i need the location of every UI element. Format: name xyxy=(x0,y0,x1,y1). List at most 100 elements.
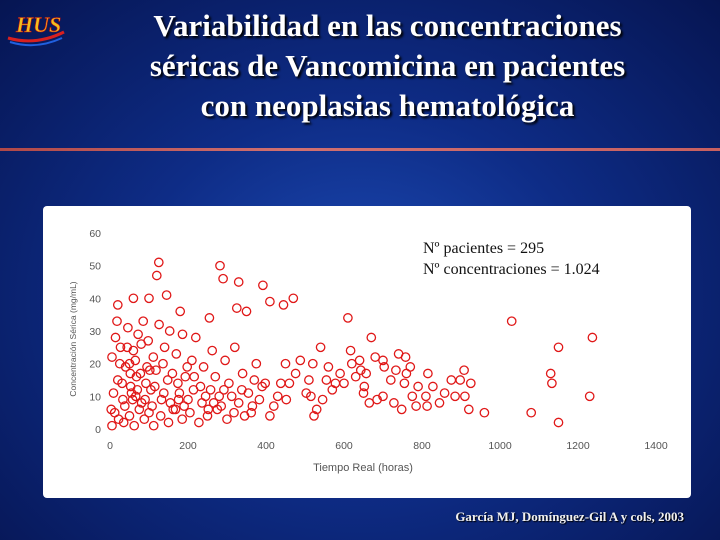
x-tick-label: 200 xyxy=(179,440,197,452)
data-point xyxy=(355,365,366,376)
data-point xyxy=(126,388,137,398)
data-point xyxy=(117,378,127,389)
data-point xyxy=(321,375,332,385)
data-point xyxy=(198,362,209,372)
y-tick-label: 0 xyxy=(95,424,101,436)
data-point xyxy=(372,394,382,405)
data-point xyxy=(315,342,326,353)
data-point xyxy=(202,411,213,421)
x-tick-label: 800 xyxy=(413,440,431,452)
data-point xyxy=(147,401,157,411)
data-point xyxy=(128,293,139,304)
data-point xyxy=(224,378,234,389)
data-point xyxy=(463,404,474,415)
data-point xyxy=(171,349,182,359)
data-point xyxy=(177,414,188,425)
x-tick-label: 600 xyxy=(335,440,353,452)
data-point xyxy=(188,384,199,395)
data-point xyxy=(249,375,260,385)
data-point xyxy=(177,329,188,340)
data-point xyxy=(400,352,411,362)
data-point xyxy=(547,378,557,389)
data-point xyxy=(159,342,170,353)
y-tick-label: 40 xyxy=(89,293,101,305)
data-point xyxy=(364,398,375,408)
data-point xyxy=(280,358,291,369)
data-point xyxy=(167,368,178,379)
data-point xyxy=(151,365,161,376)
data-point xyxy=(136,339,147,349)
data-point xyxy=(124,358,135,369)
data-point xyxy=(407,391,418,402)
data-point xyxy=(134,404,145,415)
data-point xyxy=(339,378,349,389)
title-line-2: séricas de Vancomicina en pacientes xyxy=(149,48,626,83)
data-point xyxy=(151,270,162,281)
x-tick-label: 0 xyxy=(107,440,113,452)
data-point xyxy=(231,303,242,313)
data-point xyxy=(162,375,173,385)
x-tick-label: 1200 xyxy=(566,440,590,452)
chart-annotation: Nº pacientes = 295 Nº concentraciones = … xyxy=(423,238,600,280)
data-point xyxy=(290,368,301,379)
data-point xyxy=(553,417,564,428)
data-point xyxy=(127,394,138,405)
data-point xyxy=(366,332,377,343)
data-point xyxy=(327,384,338,395)
data-point xyxy=(118,394,128,405)
data-point xyxy=(148,352,159,362)
data-point xyxy=(422,401,432,411)
data-point xyxy=(295,355,306,366)
data-point xyxy=(204,313,215,323)
data-point xyxy=(205,384,216,395)
data-point xyxy=(118,417,129,428)
data-point xyxy=(222,414,232,425)
data-point xyxy=(129,420,140,431)
data-point xyxy=(148,420,159,431)
data-point xyxy=(237,368,248,379)
data-point xyxy=(158,388,169,398)
data-point xyxy=(179,401,189,411)
data-point xyxy=(132,384,143,395)
data-point xyxy=(208,398,219,408)
y-tick-label: 50 xyxy=(89,261,101,273)
data-point xyxy=(428,381,438,392)
data-point xyxy=(138,316,149,327)
data-point xyxy=(251,358,262,369)
y-axis-label: Concentración Sérica (mg/mL) xyxy=(68,281,78,396)
data-point xyxy=(246,407,257,418)
data-point xyxy=(450,391,460,402)
data-point xyxy=(545,368,556,379)
data-point xyxy=(226,391,237,402)
data-point xyxy=(391,365,401,376)
data-point xyxy=(189,371,200,382)
annotation-patients: Nº pacientes = 295 xyxy=(423,240,545,257)
data-point xyxy=(378,355,388,366)
data-point xyxy=(142,362,152,372)
data-point xyxy=(275,378,286,389)
data-point xyxy=(114,358,125,369)
y-tick-label: 20 xyxy=(89,359,101,371)
data-point xyxy=(233,277,244,287)
data-point xyxy=(460,391,470,402)
data-point xyxy=(288,293,299,304)
data-point xyxy=(307,358,318,369)
data-point xyxy=(158,358,168,369)
data-point xyxy=(311,404,322,415)
data-point xyxy=(190,332,201,343)
data-point xyxy=(113,414,124,425)
data-point xyxy=(174,388,185,398)
x-tick-label: 1000 xyxy=(488,440,512,452)
y-tick-label: 60 xyxy=(89,228,101,240)
data-point xyxy=(421,391,431,402)
data-point xyxy=(411,401,421,411)
data-point xyxy=(125,368,136,379)
data-point xyxy=(187,355,197,366)
data-point xyxy=(434,398,445,408)
data-point xyxy=(247,401,258,411)
data-point xyxy=(260,378,271,389)
data-point xyxy=(229,407,239,418)
data-point xyxy=(210,371,221,382)
title-divider xyxy=(0,148,720,151)
y-tick-label: 30 xyxy=(89,326,101,338)
